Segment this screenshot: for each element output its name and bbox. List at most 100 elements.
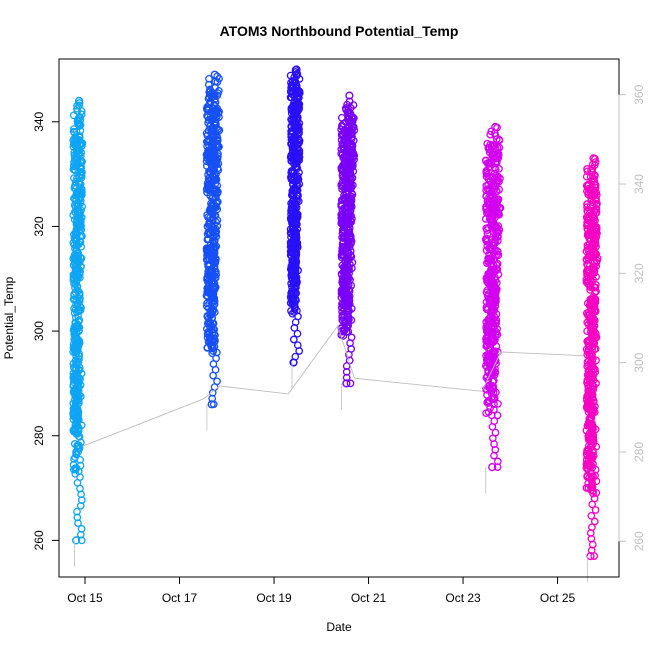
data-point bbox=[343, 212, 352, 221]
data-point bbox=[78, 191, 86, 199]
data-point bbox=[73, 208, 82, 217]
series-max-point bbox=[292, 65, 301, 74]
data-point bbox=[482, 205, 490, 213]
data-point bbox=[70, 174, 78, 183]
data-point bbox=[345, 97, 354, 106]
data-point bbox=[491, 428, 500, 437]
data-point bbox=[490, 336, 499, 345]
data-point bbox=[213, 222, 222, 230]
y2-tick-label: 340 bbox=[632, 174, 646, 194]
points-layer bbox=[69, 65, 602, 561]
series-2 bbox=[202, 70, 224, 409]
data-point bbox=[583, 187, 591, 195]
data-point bbox=[73, 335, 81, 343]
data-point bbox=[483, 237, 491, 246]
data-point bbox=[290, 174, 298, 183]
data-point bbox=[347, 172, 355, 181]
data-point bbox=[291, 289, 300, 298]
y2-tick-label: 320 bbox=[632, 263, 646, 283]
data-point bbox=[587, 414, 596, 422]
data-point bbox=[295, 168, 303, 177]
data-point bbox=[488, 283, 497, 291]
data-point bbox=[295, 88, 304, 96]
y-tick-label: 260 bbox=[32, 530, 46, 550]
data-point bbox=[589, 332, 597, 341]
x-tick-label: Oct 19 bbox=[256, 591, 292, 605]
data-point bbox=[494, 399, 502, 408]
data-point bbox=[346, 379, 355, 388]
series-6 bbox=[582, 154, 602, 561]
data-point bbox=[291, 203, 300, 211]
data-point bbox=[589, 298, 598, 307]
data-point bbox=[77, 110, 86, 119]
data-point bbox=[493, 457, 502, 466]
data-point bbox=[583, 391, 592, 400]
data-point bbox=[289, 157, 298, 165]
y2-tick-label: 300 bbox=[632, 352, 646, 372]
data-point bbox=[587, 349, 595, 358]
data-point bbox=[338, 206, 347, 214]
data-point bbox=[342, 373, 351, 382]
data-point bbox=[338, 150, 347, 159]
data-point bbox=[484, 290, 493, 299]
data-point bbox=[215, 126, 223, 135]
y2-tick-label: 280 bbox=[632, 442, 646, 462]
data-point bbox=[213, 216, 222, 225]
chart-title: ATOM3 Northbound Potential_Temp bbox=[220, 23, 459, 39]
series-4 bbox=[337, 91, 359, 388]
y-tick-label: 280 bbox=[32, 425, 46, 445]
data-point bbox=[69, 111, 78, 120]
x-tick-label: Oct 23 bbox=[445, 591, 481, 605]
data-point bbox=[588, 241, 596, 250]
data-point bbox=[203, 292, 212, 301]
data-point bbox=[583, 465, 592, 474]
data-point bbox=[72, 260, 81, 268]
data-point bbox=[295, 180, 304, 188]
data-point bbox=[486, 130, 495, 139]
data-point bbox=[588, 523, 596, 532]
data-point bbox=[482, 182, 491, 190]
data-point bbox=[291, 208, 299, 217]
data-point bbox=[203, 222, 212, 231]
data-point bbox=[490, 175, 499, 184]
data-point bbox=[75, 141, 84, 149]
data-point bbox=[590, 517, 599, 526]
data-point bbox=[210, 187, 218, 196]
series-max-point bbox=[491, 122, 500, 132]
y-tick-label: 320 bbox=[32, 216, 46, 236]
data-point bbox=[489, 256, 498, 264]
data-point bbox=[350, 151, 359, 160]
data-point bbox=[208, 247, 217, 255]
data-point bbox=[592, 379, 600, 388]
data-point bbox=[211, 337, 219, 345]
data-point bbox=[584, 381, 592, 390]
data-point bbox=[204, 235, 213, 243]
data-point bbox=[592, 356, 600, 365]
data-point bbox=[588, 483, 597, 491]
data-point bbox=[71, 305, 80, 313]
data-point bbox=[345, 174, 354, 182]
data-point bbox=[76, 455, 85, 464]
x-tick-label: Oct 21 bbox=[351, 591, 387, 605]
data-point bbox=[484, 276, 493, 285]
data-point bbox=[204, 183, 213, 192]
data-point bbox=[292, 252, 300, 260]
x-tick-label: Oct 17 bbox=[162, 591, 198, 605]
connector-line bbox=[82, 324, 584, 447]
data-point bbox=[589, 314, 598, 323]
series-max-point bbox=[589, 154, 598, 163]
data-point bbox=[290, 134, 299, 142]
connector-line-layer bbox=[74, 324, 588, 583]
data-point bbox=[71, 288, 80, 297]
data-point bbox=[347, 183, 356, 192]
data-point bbox=[586, 201, 595, 209]
data-point bbox=[72, 346, 81, 355]
data-point bbox=[584, 229, 593, 238]
data-point bbox=[209, 347, 218, 355]
data-point bbox=[293, 329, 302, 338]
x-tick-label: Oct 15 bbox=[67, 591, 103, 605]
data-point bbox=[203, 343, 212, 352]
data-point bbox=[76, 392, 85, 401]
data-point bbox=[589, 293, 597, 301]
